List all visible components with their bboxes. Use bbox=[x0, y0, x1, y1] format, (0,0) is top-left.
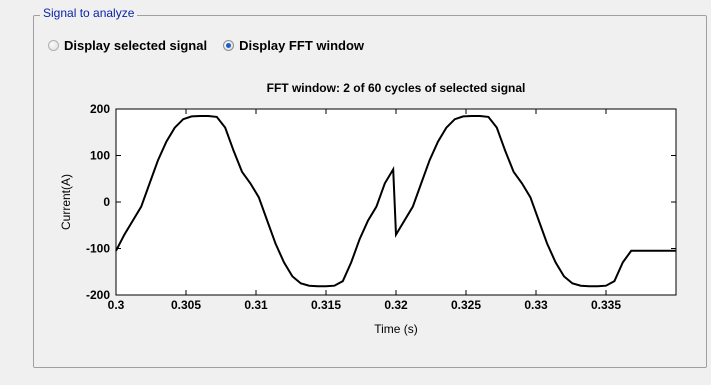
radio-display-fft-window[interactable]: Display FFT window bbox=[223, 38, 364, 53]
x-tick-label: 0.315 bbox=[311, 298, 341, 312]
x-tick-label: 0.325 bbox=[451, 298, 481, 312]
x-tick-label: 0.3 bbox=[108, 298, 125, 312]
group-title: Signal to analyze bbox=[40, 6, 138, 20]
radio-label-selected-signal: Display selected signal bbox=[64, 37, 208, 53]
chart-title: FFT window: 2 of 60 cycles of selected s… bbox=[266, 81, 526, 95]
radio-checked-icon[interactable] bbox=[223, 39, 235, 51]
y-tick-label: -200 bbox=[86, 288, 110, 302]
signal-radio-group: Display selected signal Display FFT wind… bbox=[48, 37, 380, 53]
y-tick-label: -100 bbox=[86, 242, 110, 256]
plot-area bbox=[115, 108, 677, 296]
y-axis-label: Current(A) bbox=[59, 174, 73, 230]
signal-groupbox bbox=[33, 15, 707, 368]
series-line bbox=[115, 115, 676, 288]
x-tick-label: 0.305 bbox=[171, 298, 201, 312]
x-tick-label: 0.31 bbox=[244, 298, 268, 312]
radio-display-selected-signal[interactable]: Display selected signal bbox=[48, 38, 207, 53]
y-tick-label: 100 bbox=[90, 149, 110, 163]
x-tick-label: 0.33 bbox=[524, 298, 548, 312]
x-tick-label: 0.32 bbox=[384, 298, 408, 312]
radio-label-fft-window: Display FFT window bbox=[239, 37, 365, 53]
y-tick-label: 0 bbox=[103, 195, 110, 209]
y-tick-label: 200 bbox=[90, 102, 110, 116]
x-axis-label: Time (s) bbox=[374, 322, 418, 336]
radio-unchecked-icon[interactable] bbox=[48, 39, 59, 51]
x-tick-label: 0.335 bbox=[591, 298, 621, 312]
